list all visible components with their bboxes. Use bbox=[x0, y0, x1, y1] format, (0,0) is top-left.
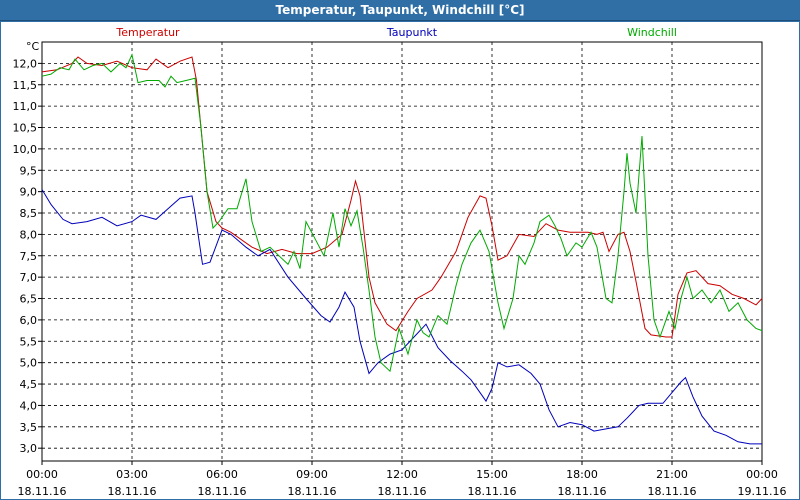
x-tick-time: 15:00 bbox=[476, 468, 508, 481]
x-tick-time: 03:00 bbox=[116, 468, 148, 481]
y-tick-label: 11,0 bbox=[13, 100, 38, 113]
x-tick-date: 18.11.16 bbox=[648, 485, 697, 498]
y-tick-label: 6,5 bbox=[20, 293, 38, 306]
chart-title: Temperatur, Taupunkt, Windchill [°C] bbox=[275, 3, 525, 17]
y-tick-label: 6,0 bbox=[20, 314, 38, 327]
y-tick-label: 11,5 bbox=[13, 79, 38, 92]
x-tick-date: 19.11.16 bbox=[738, 485, 787, 498]
y-tick-label: 3,0 bbox=[20, 442, 38, 455]
y-tick-label: 9,5 bbox=[20, 164, 38, 177]
y-tick-label: 10,5 bbox=[13, 122, 38, 135]
x-tick-time: 00:00 bbox=[746, 468, 778, 481]
x-tick-date: 18.11.16 bbox=[198, 485, 247, 498]
y-axis-unit-label: °C bbox=[26, 40, 40, 53]
y-tick-label: 4,0 bbox=[20, 399, 38, 412]
y-axis-ticks: 3,0 3,5 4,0 4,5 5,0 5,5 6,0 6,5 7,0 7,5 8,0 8,5 9,0 9… bbox=[13, 57, 42, 455]
y-tick-label: 8,0 bbox=[20, 228, 38, 241]
y-tick-label: 12,0 bbox=[13, 57, 38, 70]
x-tick-time: 00:00 bbox=[26, 468, 58, 481]
series-lines bbox=[41, 53, 763, 445]
x-tick-date: 18.11.16 bbox=[108, 485, 157, 498]
y-tick-label: 5,5 bbox=[20, 335, 38, 348]
y-tick-label: 8,5 bbox=[20, 207, 38, 220]
y-tick-label: 7,5 bbox=[20, 250, 38, 263]
x-tick-time: 09:00 bbox=[296, 468, 328, 481]
chart-title-bar: Temperatur, Taupunkt, Windchill [°C] bbox=[0, 0, 800, 21]
x-tick-date: 18.11.16 bbox=[378, 485, 427, 498]
series-line-taupunkt bbox=[41, 189, 762, 445]
x-tick-date: 18.11.16 bbox=[468, 485, 517, 498]
x-tick-time: 12:00 bbox=[386, 468, 418, 481]
legend-label-temperatur: Temperatur bbox=[115, 26, 180, 39]
series-line-temperatur bbox=[41, 56, 763, 338]
y-tick-label: 5,0 bbox=[20, 357, 38, 370]
y-tick-label: 3,5 bbox=[20, 421, 38, 434]
legend-label-windchill: Windchill bbox=[627, 26, 677, 39]
series-line-windchill bbox=[41, 53, 763, 373]
x-tick-time: 21:00 bbox=[656, 468, 688, 481]
x-tick-date: 18.11.16 bbox=[18, 485, 67, 498]
y-tick-label: 7,0 bbox=[20, 271, 38, 284]
y-tick-label: 4,5 bbox=[20, 378, 38, 391]
x-tick-date: 18.11.16 bbox=[558, 485, 607, 498]
x-tick-date: 18.11.16 bbox=[288, 485, 337, 498]
legend: Temperatur Taupunkt Windchill bbox=[115, 26, 677, 39]
x-tick-time: 18:00 bbox=[566, 468, 598, 481]
y-tick-label: 10,0 bbox=[13, 143, 38, 156]
x-tick-time: 06:00 bbox=[206, 468, 238, 481]
legend-label-taupunkt: Taupunkt bbox=[386, 26, 438, 39]
x-axis-ticks: 00:00 18.11.16 03:00 18.11.16 06:00 18.11.16 0… bbox=[18, 461, 787, 498]
y-tick-label: 9,0 bbox=[20, 186, 38, 199]
grid bbox=[42, 42, 762, 461]
